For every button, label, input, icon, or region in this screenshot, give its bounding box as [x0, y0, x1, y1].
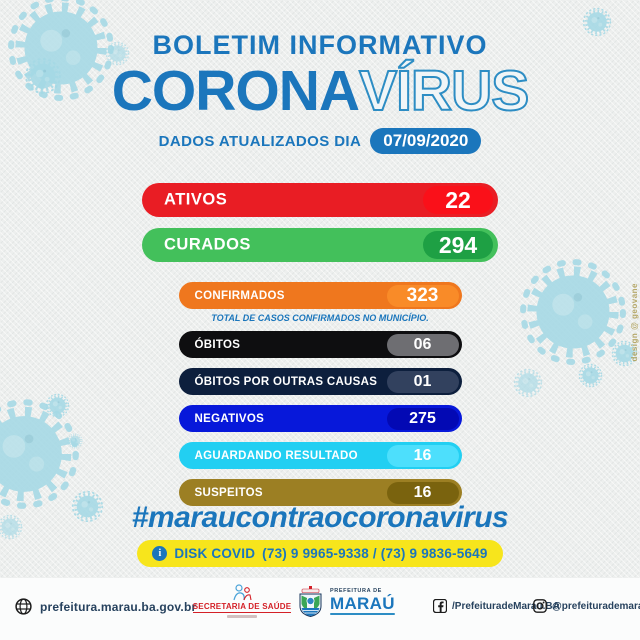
health-dept-name: SECRETARIA DE SAÚDE — [192, 602, 292, 613]
designer-credit: design @ geovane — [630, 283, 639, 362]
stat-value-badge: 16 — [386, 481, 459, 504]
city-hall-logo: PREFEITURA DE MARAÚ — [297, 586, 395, 618]
info-icon: i — [152, 546, 168, 561]
stat-label: ATIVOS — [164, 190, 228, 209]
updated-label: DADOS ATUALIZADOS DIA — [158, 132, 362, 150]
stat-bar-obitos-outras-causas: ÓBITOS POR OUTRAS CAUSAS 01 — [178, 368, 462, 395]
stat-bar-aguardando-resultado: AGUARDANDO RESULTADO 16 — [178, 442, 462, 469]
disk-covid-label: DISK COVID — [174, 546, 256, 561]
stat-value-badge: 294 — [423, 231, 493, 259]
stat-label: ÓBITOS POR OUTRAS CAUSAS — [194, 375, 378, 388]
instagram-handle[interactable]: @prefeiturademarau — [552, 600, 640, 612]
stat-label: CURADOS — [164, 235, 251, 254]
health-dept-logo: SECRETARIA DE SAÚDE — [192, 584, 292, 618]
instagram-link[interactable]: @prefeiturademarau — [533, 599, 640, 613]
website-url[interactable]: prefeitura.marau.ba.gov.br — [40, 599, 197, 614]
city-logo-text: PREFEITURA DE MARAÚ — [330, 589, 395, 615]
website-link[interactable]: prefeitura.marau.ba.gov.br — [15, 598, 196, 615]
confirmados-note: TOTAL DE CASOS CONFIRMADOS NO MUNICÍPIO. — [211, 313, 429, 323]
disk-covid-banner: i DISK COVID (73) 9 9965-9338 / (73) 9 9… — [137, 540, 503, 567]
facebook-icon — [433, 599, 447, 613]
campaign-hashtag: #maraucontraocoronavirus — [131, 501, 509, 534]
health-dept-subtext — [227, 615, 257, 618]
stat-value-badge: 06 — [386, 333, 459, 356]
updated-row: DADOS ATUALIZADOS DIA 07/09/2020 — [0, 128, 640, 154]
health-dept-figures-icon — [233, 584, 252, 601]
stat-bar-ativos: ATIVOS 22 — [142, 183, 498, 217]
stat-value-badge: 275 — [386, 407, 459, 430]
stat-value-badge: 16 — [386, 444, 459, 467]
city-logo-top: PREFEITURA DE — [330, 588, 382, 595]
stat-label: AGUARDANDO RESULTADO — [194, 449, 358, 462]
bulletin-kicker: BOLETIM INFORMATIVO — [152, 30, 488, 60]
stat-bar-obitos: ÓBITOS 06 — [178, 331, 462, 358]
stat-label: CONFIRMADOS — [194, 289, 285, 302]
footer-bar: prefeitura.marau.ba.gov.br SECRETARIA DE… — [0, 578, 640, 640]
updated-date-badge: 07/09/2020 — [370, 128, 482, 154]
stat-value-badge: 01 — [386, 370, 459, 393]
stat-bar-confirmados: CONFIRMADOS 323 — [178, 282, 462, 309]
disk-covid-phones: (73) 9 9965-9338 / (73) 9 9836-5649 — [262, 546, 488, 561]
stat-value-badge: 323 — [386, 284, 459, 307]
stat-label: NEGATIVOS — [194, 412, 265, 425]
stat-label: SUSPEITOS — [194, 486, 263, 499]
facebook-link[interactable]: /PrefeituradeMarau.BA — [433, 599, 560, 613]
stat-value-badge: 22 — [423, 186, 493, 214]
city-crest-icon — [299, 586, 322, 618]
page-title: CORONAVÍRUS — [0, 62, 640, 121]
title-solid: CORONA — [111, 59, 360, 123]
city-logo-rule — [330, 612, 395, 615]
stat-bar-negativos: NEGATIVOS 275 — [178, 405, 462, 432]
globe-icon — [15, 598, 32, 615]
disk-covid-row: i DISK COVID (73) 9 9965-9338 / (73) 9 9… — [0, 540, 640, 567]
instagram-icon — [533, 599, 547, 613]
facebook-handle[interactable]: /PrefeituradeMarau.BA — [452, 600, 560, 612]
title-outline: VÍRUS — [358, 59, 530, 123]
stat-bar-curados: CURADOS 294 — [142, 228, 498, 262]
stats-list: ATIVOS 22 CURADOS 294 CONFIRMADOS 323 TO… — [0, 183, 640, 516]
city-logo-name: MARAÚ — [330, 593, 395, 613]
stat-bar-suspeitos: SUSPEITOS 16 — [178, 479, 462, 506]
stat-label: ÓBITOS — [194, 338, 241, 351]
